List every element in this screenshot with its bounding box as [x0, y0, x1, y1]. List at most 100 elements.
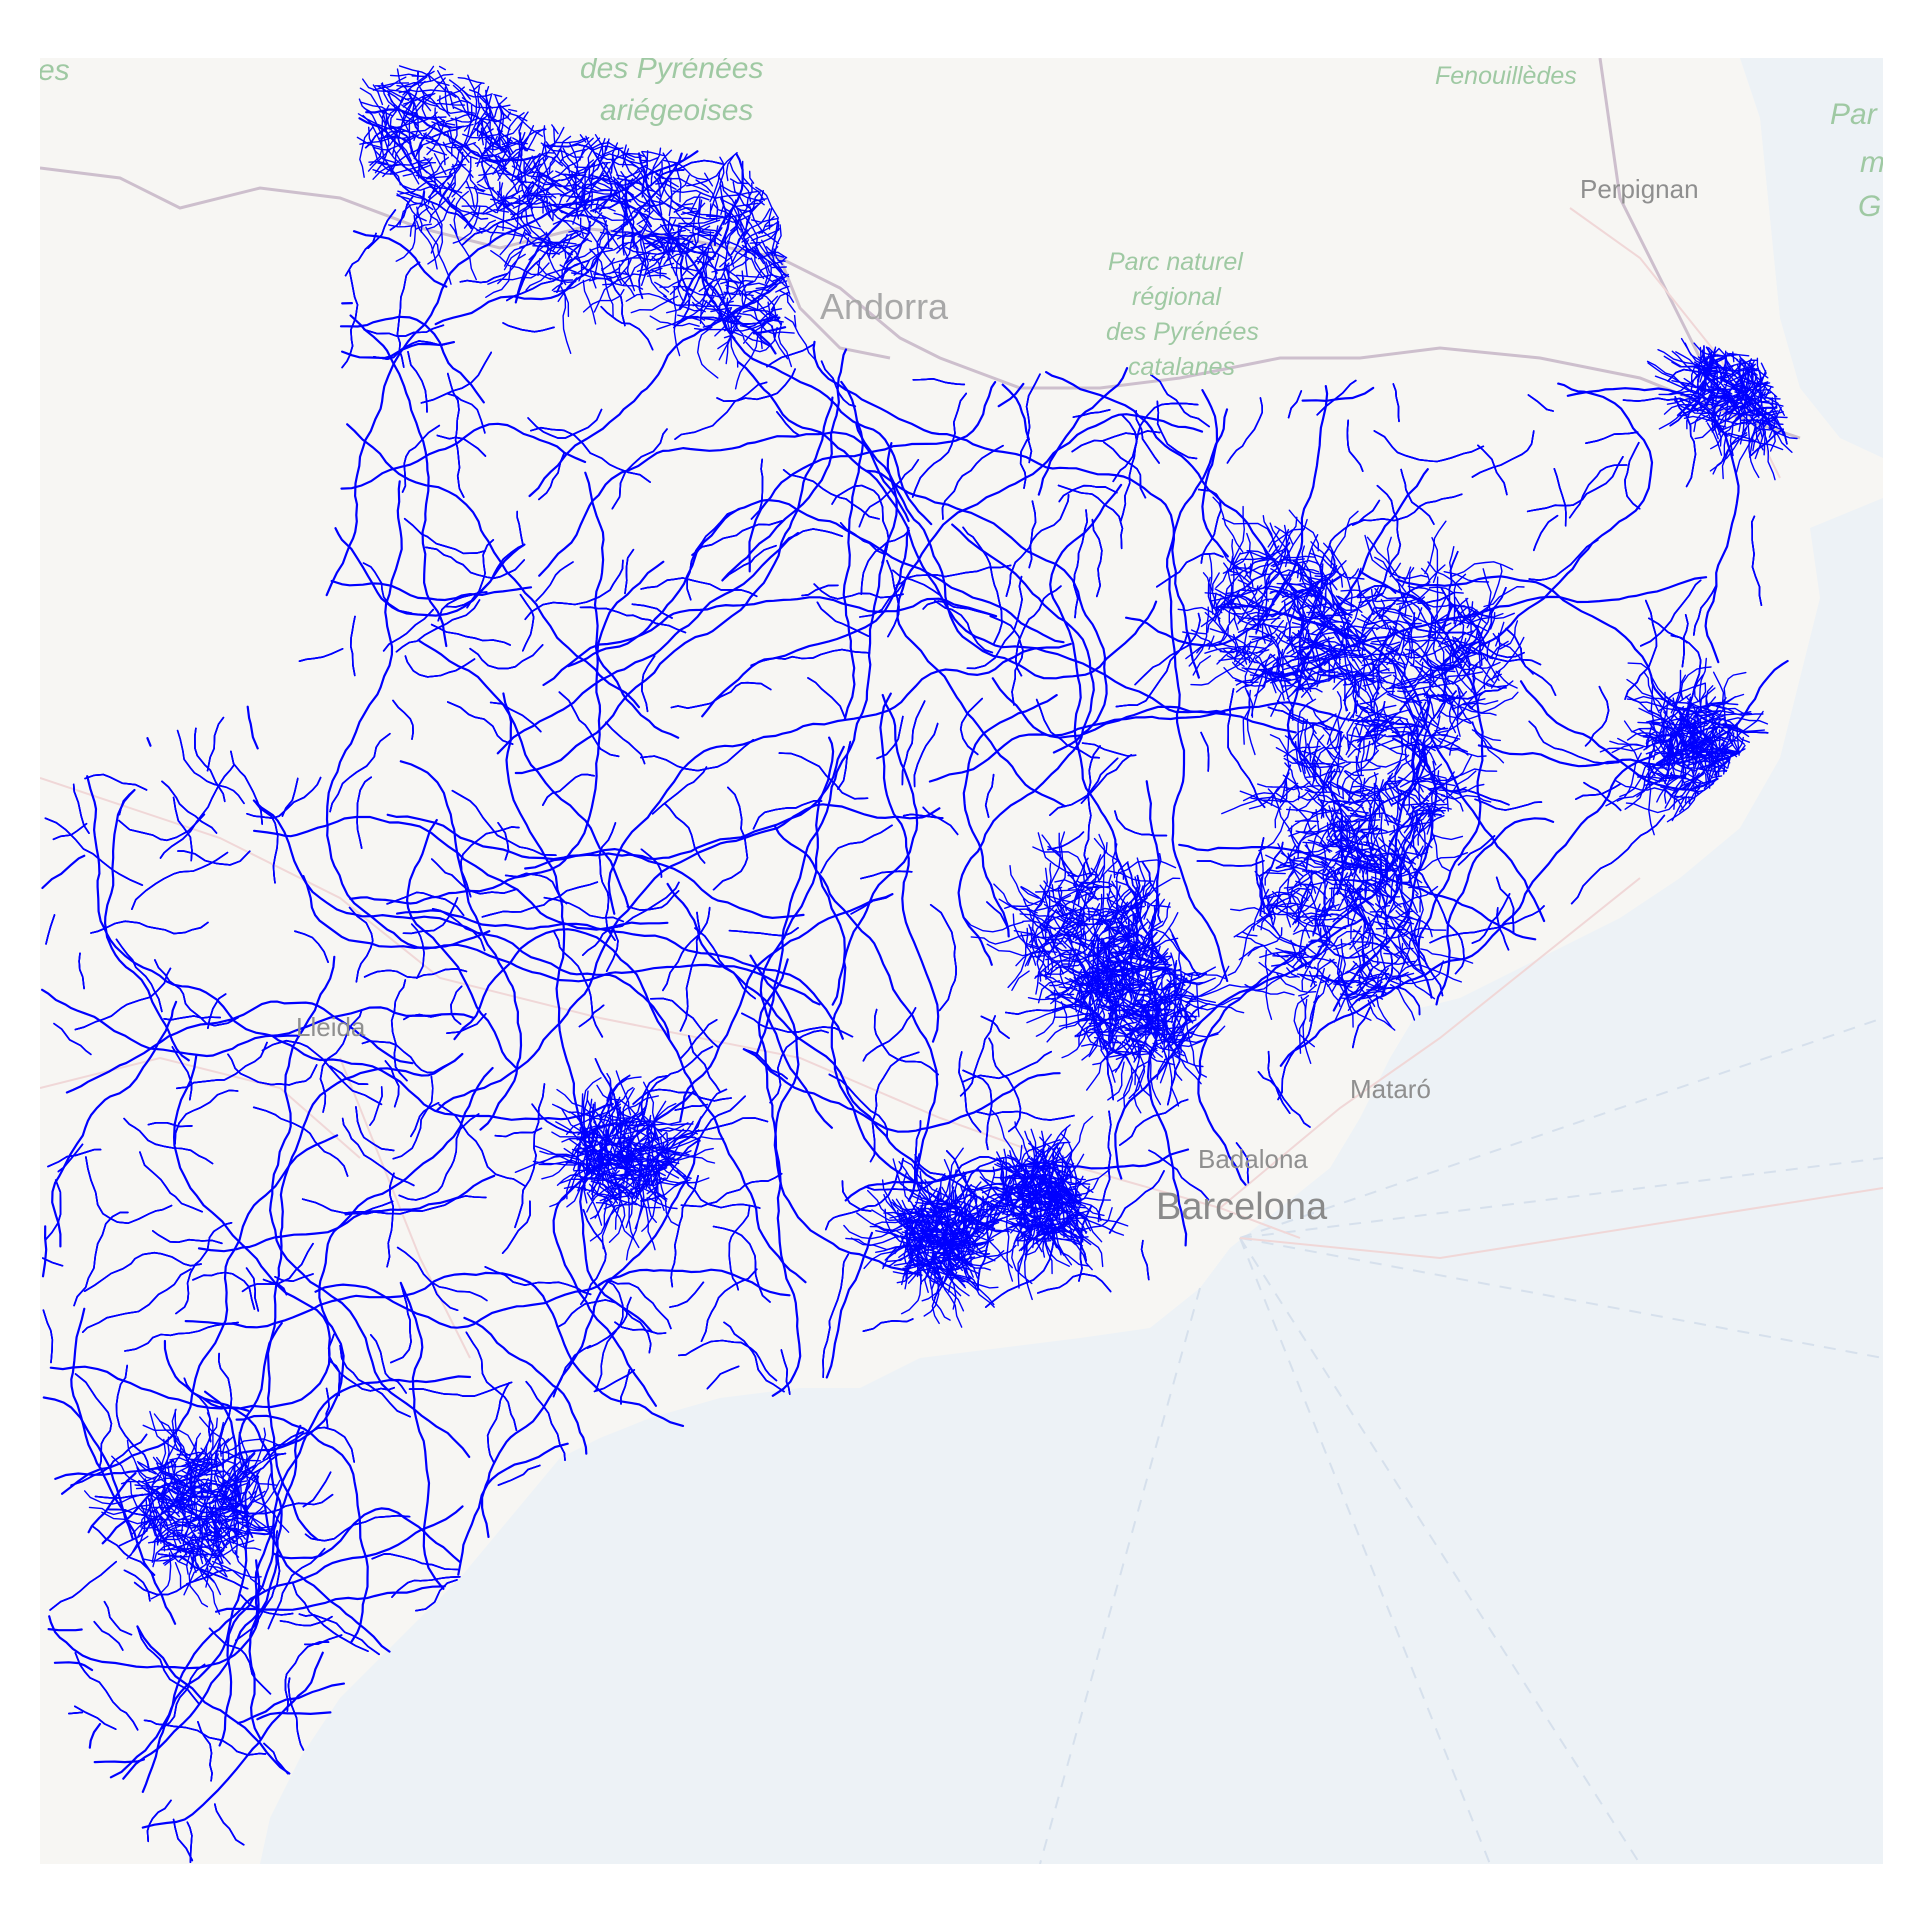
river-segment	[1244, 983, 1295, 996]
river-segment	[189, 1505, 208, 1523]
river-segment	[1348, 661, 1358, 714]
river-segment	[207, 1352, 233, 1472]
river-segment	[1489, 612, 1496, 630]
river-segment	[1361, 951, 1401, 978]
map-frame[interactable]: des Pyrénées ariégeoises Fenouillèdes Pe…	[40, 58, 1883, 1864]
river-segment	[1673, 783, 1692, 800]
river-segment	[697, 276, 714, 281]
river-segment	[334, 527, 526, 617]
river-segment	[1712, 367, 1747, 380]
river-segment	[1226, 397, 1264, 464]
river-segment	[213, 1512, 242, 1524]
river-segment	[1242, 629, 1248, 665]
river-segment	[403, 517, 487, 555]
river-segment	[1120, 880, 1152, 936]
river-segment	[1722, 723, 1765, 733]
river-segment	[552, 1103, 593, 1147]
river-segment	[677, 279, 685, 304]
river-segment	[1067, 969, 1083, 996]
river-segment	[583, 159, 594, 211]
river-segment	[1409, 819, 1436, 849]
river-segment	[934, 600, 994, 654]
river-segment	[850, 893, 894, 915]
river-segment	[444, 543, 526, 608]
river-segment	[627, 1169, 640, 1189]
river-segment	[651, 234, 672, 239]
river-segment	[700, 271, 933, 526]
river-segment	[349, 314, 448, 648]
river-segment	[748, 381, 997, 573]
river-segment	[1040, 974, 1078, 990]
river-segment	[669, 235, 690, 251]
river-segment	[568, 172, 605, 208]
river-segment	[74, 1373, 113, 1468]
river-segment	[723, 1321, 785, 1393]
river-segment	[1412, 715, 1441, 754]
river-segment	[1346, 705, 1369, 752]
river-segment	[1706, 422, 1723, 456]
river-segment	[869, 1051, 920, 1163]
river-segment	[359, 126, 374, 178]
river-segment	[1669, 773, 1701, 790]
river-segment	[994, 1163, 1018, 1176]
river-segment	[1402, 903, 1420, 950]
river-segment	[601, 267, 614, 318]
river-segment	[959, 697, 983, 756]
river-segment	[1636, 762, 1667, 798]
river-segment	[1399, 763, 1443, 788]
river-segment	[1696, 388, 1724, 405]
river-segment	[1106, 888, 1140, 937]
river-segment	[1058, 484, 1118, 503]
river-segment	[1333, 584, 1388, 612]
river-segment	[723, 209, 733, 226]
river-segment	[469, 644, 544, 670]
river-segment	[160, 1485, 186, 1544]
river-segment	[1400, 933, 1421, 964]
river-segment	[551, 1131, 612, 1142]
river-segment	[1327, 962, 1358, 987]
river-segment	[564, 173, 588, 190]
river-segment	[741, 1012, 854, 1038]
river-segment	[534, 156, 549, 182]
river-segment	[339, 1344, 411, 1418]
river-segment	[1107, 914, 1117, 962]
river-segment	[912, 377, 966, 386]
river-segment	[1173, 1011, 1185, 1054]
river-segment	[358, 98, 382, 135]
river-segment	[266, 1430, 305, 1460]
river-segment	[1303, 749, 1315, 782]
river-segment	[1703, 357, 1727, 376]
river-segment	[828, 1073, 889, 1138]
river-segment	[1426, 691, 1435, 719]
river-segment	[1346, 419, 1364, 472]
river-segment	[1376, 708, 1411, 718]
river-segment	[84, 773, 148, 791]
river-segment	[399, 202, 422, 226]
river-segment	[611, 428, 668, 510]
river-segment	[1114, 859, 1177, 876]
river-segment	[577, 162, 609, 218]
river-segment	[1307, 839, 1331, 853]
river-segment	[1283, 524, 1289, 568]
river-segment	[602, 161, 613, 179]
river-segment	[1029, 1182, 1061, 1199]
river-segment	[579, 606, 687, 634]
river-segment	[362, 114, 389, 165]
river-segment	[1374, 484, 1402, 601]
river-segment	[613, 177, 621, 202]
river-segment	[573, 215, 591, 251]
river-segment	[1215, 597, 1222, 622]
river-segment	[1185, 626, 1229, 660]
river-segment	[579, 137, 594, 161]
river-segment	[782, 469, 880, 520]
river-segment	[548, 153, 610, 181]
river-segment	[357, 113, 421, 130]
river-segment	[1395, 788, 1436, 818]
river-segment	[1286, 664, 1324, 683]
river-segment	[1726, 717, 1769, 725]
river-segment	[1528, 720, 1620, 765]
river-segment	[448, 79, 471, 100]
river-segment	[1687, 701, 1752, 716]
river-segment	[1486, 682, 1508, 689]
river-segment	[1447, 671, 1484, 678]
